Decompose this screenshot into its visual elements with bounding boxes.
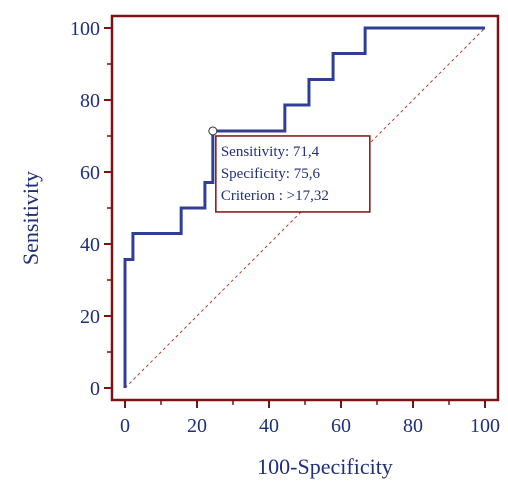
- y-tick-labels: 0 20 40 60 80 100: [70, 18, 100, 400]
- y-tick-label: 0: [90, 378, 100, 400]
- y-tick-label: 60: [80, 162, 100, 184]
- tooltip-criterion-label: Criterion : >17,32: [221, 188, 329, 204]
- y-tick-label: 20: [80, 306, 100, 328]
- y-tick-label: 100: [70, 18, 100, 40]
- plot-frame: [110, 14, 500, 402]
- criterion-tooltip: Sensitivity: 71,4 Specificity: 75,6 Crit…: [215, 135, 371, 213]
- x-tick-label: 0: [120, 415, 130, 437]
- y-axis-title: Sensitivity: [18, 171, 43, 265]
- axis-tick-marks: [104, 27, 486, 408]
- tooltip-sensitivity-label: Sensitivity: 71,4: [221, 144, 320, 160]
- tooltip-specificity-label: Specificity: 75,6: [221, 166, 321, 182]
- y-tick-label: 40: [80, 234, 100, 256]
- x-tick-label: 80: [403, 415, 423, 437]
- y-tick-label: 80: [80, 90, 100, 112]
- x-tick-label: 100: [470, 415, 500, 437]
- tooltip-box: [215, 135, 371, 213]
- x-tick-labels: 0 20 40 60 80 100: [120, 415, 500, 437]
- x-tick-label: 20: [187, 415, 207, 437]
- x-tick-label: 40: [259, 415, 279, 437]
- x-axis-title: 100-Specificity: [257, 454, 393, 479]
- x-tick-label: 60: [331, 415, 351, 437]
- criterion-point-marker[interactable]: [208, 126, 218, 136]
